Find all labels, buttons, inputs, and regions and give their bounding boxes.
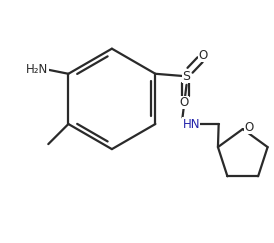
Text: O: O	[198, 49, 207, 62]
Text: S: S	[182, 70, 190, 83]
Text: H₂N: H₂N	[26, 63, 48, 76]
Text: O: O	[244, 121, 253, 134]
Text: HN: HN	[182, 118, 200, 130]
Text: O: O	[179, 96, 189, 109]
